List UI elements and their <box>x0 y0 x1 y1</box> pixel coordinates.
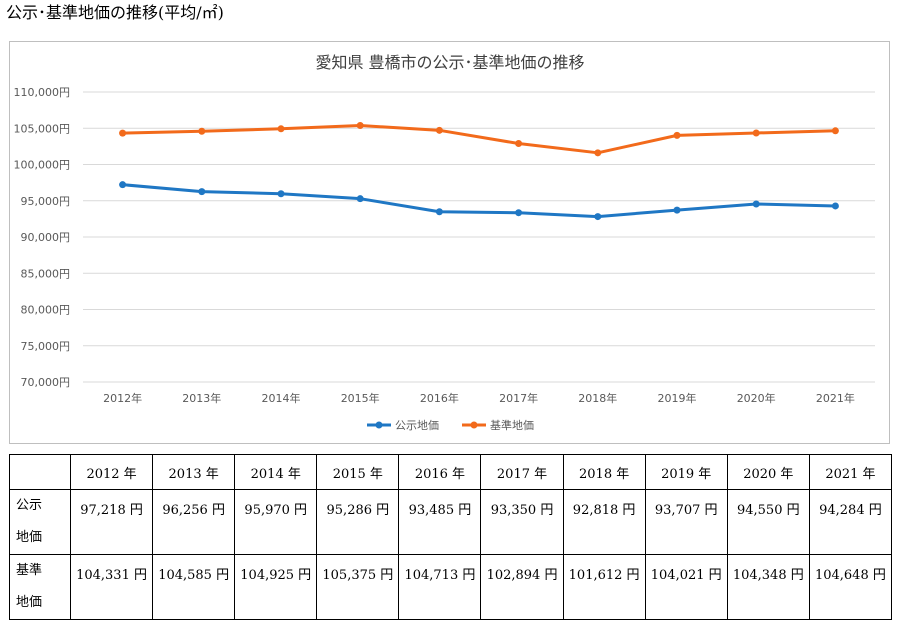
table-cell: 93,707 円 <box>644 489 728 555</box>
x-tick-label: 2012年 <box>103 391 142 405</box>
table-cell: 104,021 円 <box>644 554 728 620</box>
series-lines <box>119 122 839 221</box>
data-point <box>277 190 285 198</box>
series-line-2 <box>122 124 836 155</box>
table-cell: 104,648 円 <box>808 554 893 620</box>
y-tick-label: 95,000円 <box>21 195 71 208</box>
table-cell: 104,713 円 <box>398 554 482 620</box>
data-point <box>752 129 760 137</box>
y-tick-label: 100,000円 <box>14 159 71 172</box>
legend: 公示地価 基準地価 <box>367 418 534 432</box>
data-point <box>356 195 364 203</box>
table-cell: 101,612 円 <box>562 554 646 620</box>
series-line-1 <box>122 183 836 219</box>
x-tick-label: 2020年 <box>737 391 776 405</box>
x-tick-label: 2014年 <box>262 391 301 405</box>
x-axis-ticks: 2012年 2013年 2014年 2015年 2016年 2017年 2018年 2019年… <box>103 391 855 405</box>
table-cell: 93,350 円 <box>480 489 564 555</box>
table-year-header: 2018 年 <box>562 454 646 490</box>
table-row: 基準 地価 104,331 円 104,585 円 104,925 円 105,375 円… <box>9 554 893 620</box>
x-tick-label: 2019年 <box>658 391 697 405</box>
data-point <box>356 122 364 130</box>
y-tick-label: 75,000円 <box>21 340 71 353</box>
table-year-header: 2017 年 <box>480 454 564 490</box>
data-point <box>119 181 127 189</box>
data-point <box>673 131 681 139</box>
table-year-header: 2016 年 <box>398 454 482 490</box>
y-tick-label: 80,000円 <box>21 304 71 317</box>
table-row-label: 公示 地価 <box>9 489 71 555</box>
table-year-header: 2015 年 <box>316 454 400 490</box>
data-point <box>594 213 602 221</box>
chart-title: 愛知県 豊橋市の公示･基準地価の推移 <box>315 53 584 72</box>
data-point <box>198 127 206 135</box>
page-heading: 公示･基準地価の推移(平均/㎡) <box>6 3 224 22</box>
table-year-header: 2014 年 <box>234 454 318 490</box>
table-corner-cell <box>9 454 71 490</box>
table-cell: 104,585 円 <box>152 554 236 620</box>
data-point <box>831 202 839 210</box>
table-year-header: 2021 年 <box>808 454 893 490</box>
table-cell: 96,256 円 <box>152 489 236 555</box>
data-point <box>119 129 127 137</box>
x-tick-label: 2018年 <box>578 391 617 405</box>
table-cell: 104,925 円 <box>234 554 318 620</box>
data-point <box>515 209 523 217</box>
x-tick-label: 2013年 <box>182 391 221 405</box>
y-tick-label: 110,000円 <box>14 86 71 99</box>
table-cell: 95,970 円 <box>234 489 318 555</box>
legend-label: 基準地価 <box>490 418 534 432</box>
table-row-label: 基準 地価 <box>9 554 71 620</box>
data-point <box>435 208 443 216</box>
y-tick-label: 70,000円 <box>21 376 71 389</box>
table-year-header: 2013 年 <box>152 454 236 490</box>
y-tick-label: 85,000円 <box>21 267 71 280</box>
table-cell: 92,818 円 <box>562 489 646 555</box>
table-cell: 93,485 円 <box>398 489 482 555</box>
legend-marker <box>470 421 478 429</box>
data-point <box>198 188 206 196</box>
table-cell: 105,375 円 <box>316 554 400 620</box>
gridlines <box>83 91 875 383</box>
data-point <box>515 140 523 148</box>
data-point <box>673 206 681 214</box>
x-tick-label: 2021年 <box>816 391 855 405</box>
legend-label: 公示地価 <box>395 419 439 432</box>
y-tick-label: 90,000円 <box>21 231 71 244</box>
x-tick-label: 2017年 <box>499 391 538 405</box>
table-cell: 104,331 円 <box>69 554 154 620</box>
table-cell: 95,286 円 <box>316 489 400 555</box>
data-point <box>435 126 443 134</box>
table-header-row: 2012 年 2013 年 2014 年 2015 年 2016 年 2017 年 2018… <box>9 454 893 490</box>
data-point <box>831 127 839 135</box>
data-point <box>752 200 760 208</box>
x-tick-label: 2015年 <box>341 391 380 405</box>
x-tick-label: 2016年 <box>420 391 459 405</box>
table-cell: 94,550 円 <box>726 489 810 555</box>
table-year-header: 2012 年 <box>69 454 154 490</box>
data-point <box>594 149 602 157</box>
chart-frame: 愛知県 豊橋市の公示･基準地価の推移 110,000円 105,000円 100,0… <box>9 41 890 444</box>
y-tick-label: 105,000円 <box>14 122 71 135</box>
table-cell: 97,218 円 <box>69 489 154 555</box>
line-chart: 愛知県 豊橋市の公示･基準地価の推移 110,000円 105,000円 100,0… <box>14 53 875 432</box>
table-year-header: 2020 年 <box>726 454 810 490</box>
table-cell: 104,348 円 <box>726 554 810 620</box>
table-cell: 94,284 円 <box>808 489 893 555</box>
legend-marker <box>375 421 383 429</box>
y-axis-ticks: 110,000円 105,000円 100,000円 95,000円 90,000円 85… <box>14 86 71 389</box>
data-point <box>277 125 285 133</box>
data-table: 2012 年 2013 年 2014 年 2015 年 2016 年 2017 年 2018… <box>9 454 893 620</box>
table-row: 公示 地価 97,218 円 96,256 円 95,970 円 95,286 円 93,4… <box>9 489 893 555</box>
table-cell: 102,894 円 <box>480 554 564 620</box>
table-year-header: 2019 年 <box>644 454 728 490</box>
